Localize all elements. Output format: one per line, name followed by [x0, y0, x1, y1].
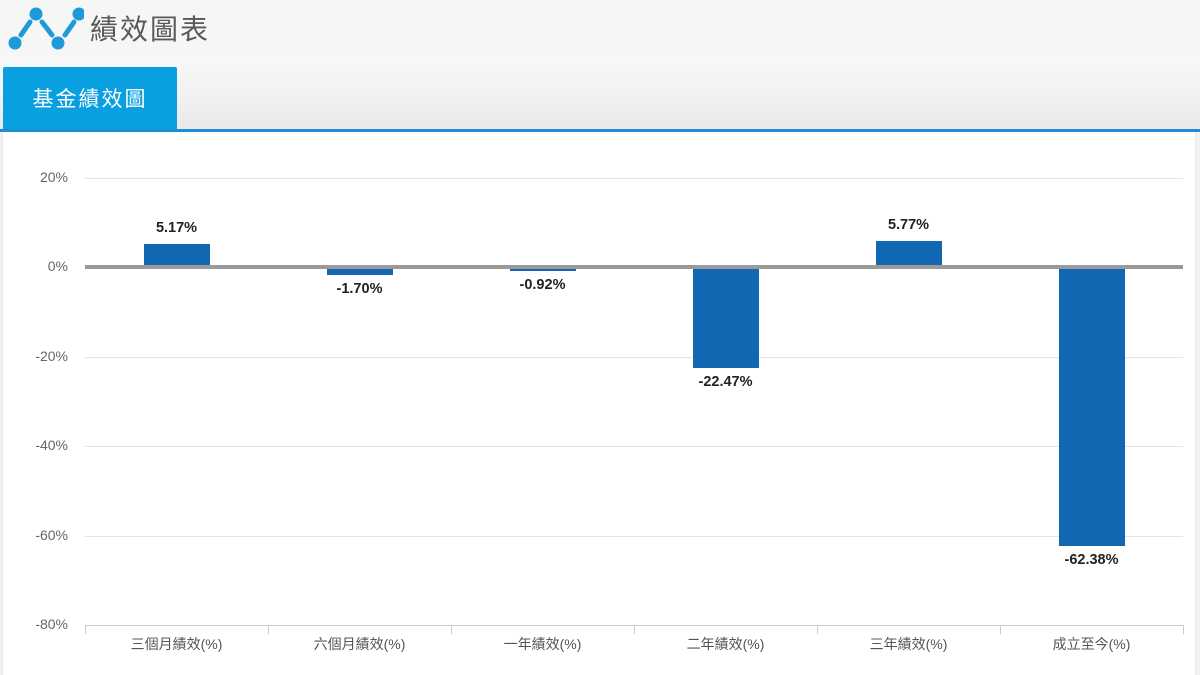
bar-三個月績效(%)[interactable]	[143, 243, 210, 267]
zero-baseline	[85, 265, 1183, 269]
bar-value-label: -0.92%	[519, 277, 566, 294]
bar-成立至今(%)[interactable]	[1058, 267, 1125, 547]
y-axis-tick-label: -80%	[35, 616, 68, 632]
page-title: 績效圖表	[90, 14, 211, 45]
x-axis-tick	[817, 625, 818, 634]
bar-六個月績效(%)[interactable]	[326, 267, 393, 275]
bar-value-label: -62.38%	[1064, 552, 1119, 569]
x-axis-category-label: 三年績效(%)	[869, 636, 948, 652]
page-header: 績效圖表	[0, 0, 1200, 56]
bar-一年績效(%)[interactable]	[509, 267, 576, 272]
x-axis-category-label: 六個月績效(%)	[313, 636, 406, 652]
x-axis-tick	[268, 625, 269, 634]
x-axis-tick	[451, 625, 452, 634]
gridline	[85, 446, 1183, 447]
y-axis-tick-label: 20%	[39, 168, 68, 185]
line-chart-icon	[8, 7, 84, 50]
accent-line	[0, 129, 1200, 132]
x-axis-tick	[85, 625, 86, 634]
x-axis-category-label: 一年績效(%)	[503, 636, 582, 652]
x-axis-category-label: 二年績效(%)	[686, 636, 765, 652]
gridline	[85, 356, 1183, 358]
tab-bar: 基金績效圖	[0, 56, 1200, 129]
y-axis-tick-label: -20%	[35, 347, 68, 364]
x-axis-tick	[1183, 625, 1184, 634]
chart-panel	[2, 132, 1196, 675]
bar-二年績效(%)[interactable]	[692, 267, 759, 368]
bar-三年績效(%)[interactable]	[875, 241, 942, 267]
bar-value-label: -1.70%	[336, 280, 383, 297]
y-axis-tick-label: 0%	[47, 258, 68, 274]
y-axis-tick-label: -40%	[35, 437, 68, 453]
fund-performance-bar-chart: 20% 0% -20% -40% -60% -80% 5.17% 三個月績效(%) -1.70%…	[0, 132, 1200, 675]
x-axis-category-label: 三個月績效(%)	[130, 636, 223, 652]
x-axis-category-label: 成立至今(%)	[1052, 636, 1131, 652]
bar-value-label: -22.47%	[698, 373, 753, 390]
y-axis-tick-label: -60%	[35, 526, 68, 543]
x-axis-tick	[634, 625, 635, 634]
bar-value-label: 5.77%	[887, 217, 930, 234]
gridline	[85, 177, 1183, 179]
bar-value-label: 5.17%	[155, 219, 198, 236]
tab-fund-performance-chart[interactable]: 基金績效圖	[3, 67, 177, 129]
gridline	[85, 535, 1183, 537]
x-axis-tick	[1000, 625, 1001, 634]
